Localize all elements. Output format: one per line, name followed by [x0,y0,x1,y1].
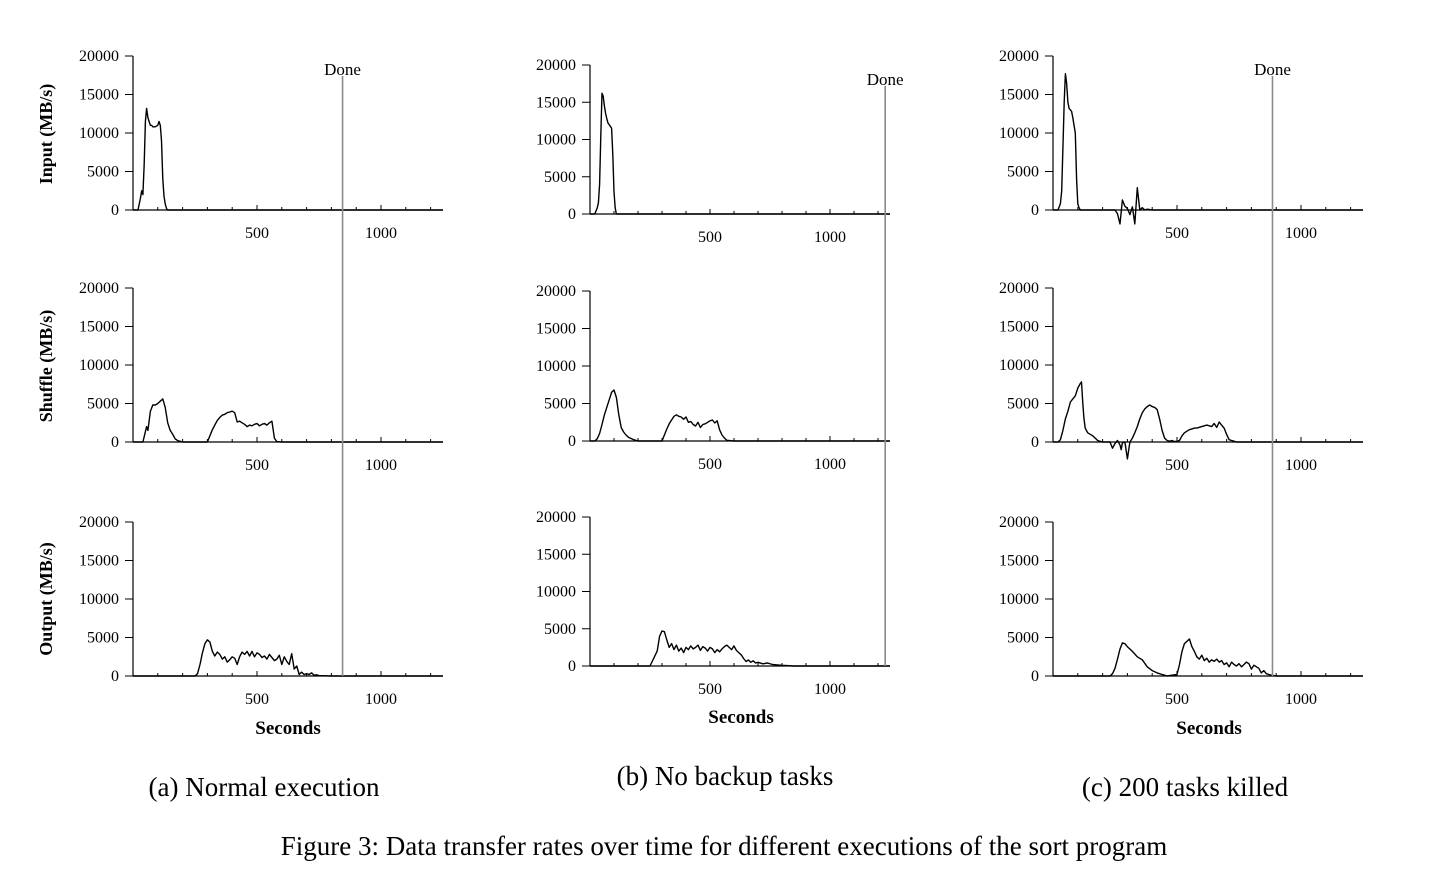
y-tick-label: 15000 [536,321,576,338]
series-line-a-input [133,107,443,211]
x-axis-label-a: Seconds [255,718,320,739]
y-tick-label: 0 [1031,202,1039,219]
y-tick-label: 15000 [79,319,119,336]
x-tick-label: 1000 [365,691,397,708]
x-tick-label: 500 [245,225,269,242]
x-tick-label: 1000 [1285,225,1317,242]
y-tick-label: 10000 [999,125,1039,142]
y-tick-label: 0 [568,206,576,223]
y-tick-label: 5000 [1007,396,1039,413]
x-tick-label: 500 [1165,457,1189,474]
series-line-c-output [1053,638,1363,677]
series-line-b-shuffle [590,389,890,442]
y-tick-label: 15000 [536,546,576,563]
done-label-b: Done [867,70,904,89]
series-line-a-output [133,639,443,677]
y-tick-label: 20000 [999,514,1039,531]
y-tick-label: 0 [111,668,119,685]
y-tick-label: 0 [1031,668,1039,685]
subcaption-b: (b) No backup tasks [617,761,834,791]
x-tick-label: 1000 [814,229,846,246]
x-tick-label: 500 [698,456,722,473]
y-tick-label: 5000 [87,630,119,647]
x-tick-label: 500 [698,681,722,698]
series-line-b-output [590,630,890,667]
figure-caption: Figure 3: Data transfer rates over time … [281,831,1167,861]
y-tick-label: 20000 [79,280,119,297]
y-tick-label: 5000 [87,164,119,181]
done-label-a: Done [324,60,361,79]
row-label-shuffle: Shuffle (MB/s) [36,310,57,423]
x-tick-label: 500 [245,457,269,474]
y-tick-label: 20000 [79,48,119,65]
y-tick-label: 0 [1031,434,1039,451]
y-tick-label: 20000 [536,57,576,74]
x-tick-label: 500 [698,229,722,246]
x-tick-label: 1000 [365,457,397,474]
subcaption-a: (a) Normal execution [149,772,380,802]
y-tick-label: 0 [111,434,119,451]
x-tick-label: 1000 [365,225,397,242]
x-tick-label: 1000 [1285,691,1317,708]
y-tick-label: 10000 [536,132,576,149]
row-label-output: Output (MB/s) [36,542,57,656]
y-tick-label: 10000 [79,591,119,608]
y-tick-label: 10000 [79,357,119,374]
x-tick-label: 1000 [1285,457,1317,474]
x-tick-label: 1000 [814,456,846,473]
y-tick-label: 10000 [536,584,576,601]
y-tick-label: 5000 [544,169,576,186]
y-tick-label: 5000 [87,396,119,413]
y-tick-label: 20000 [999,280,1039,297]
y-tick-label: 20000 [536,509,576,526]
y-tick-label: 15000 [79,553,119,570]
y-tick-label: 0 [568,658,576,675]
y-tick-label: 5000 [544,621,576,638]
y-tick-label: 15000 [999,319,1039,336]
x-axis-label-b: Seconds [708,707,773,728]
y-tick-label: 15000 [999,87,1039,104]
series-line-c-shuffle [1053,381,1363,460]
x-tick-label: 500 [245,691,269,708]
row-label-input: Input (MB/s) [36,84,57,185]
series-line-b-input [590,92,890,215]
x-tick-label: 500 [1165,225,1189,242]
subcaption-c: (c) 200 tasks killed [1082,772,1289,802]
y-tick-label: 15000 [999,553,1039,570]
y-tick-label: 20000 [79,514,119,531]
y-tick-label: 15000 [79,87,119,104]
y-tick-label: 0 [111,202,119,219]
x-tick-label: 1000 [814,681,846,698]
y-tick-label: 0 [568,433,576,450]
y-tick-label: 5000 [544,396,576,413]
y-tick-label: 20000 [536,283,576,300]
y-tick-label: 10000 [536,358,576,375]
done-label-c: Done [1254,60,1291,79]
x-axis-label-c: Seconds [1176,718,1241,739]
y-tick-label: 10000 [999,591,1039,608]
y-tick-label: 5000 [1007,164,1039,181]
series-line-c-input [1053,73,1363,225]
y-tick-label: 5000 [1007,630,1039,647]
y-tick-label: 20000 [999,48,1039,65]
y-tick-label: 15000 [536,94,576,111]
y-tick-label: 10000 [999,357,1039,374]
y-tick-label: 10000 [79,125,119,142]
series-line-a-shuffle [133,398,443,443]
x-tick-label: 500 [1165,691,1189,708]
